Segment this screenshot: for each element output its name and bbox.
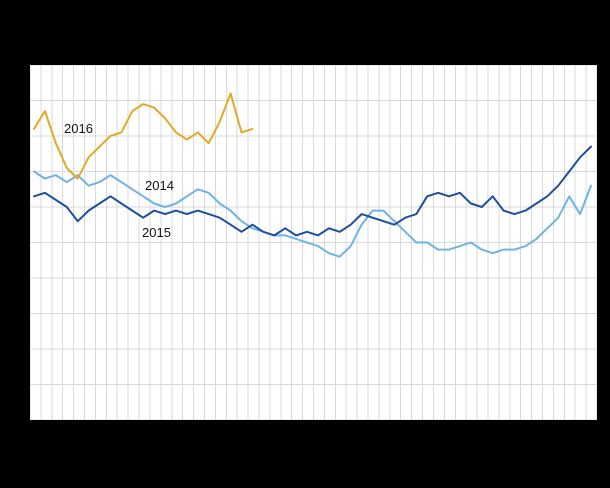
series-line-2016 (33, 92, 254, 180)
line-chart (30, 65, 597, 420)
series-label-2015: 2015 (142, 225, 171, 240)
series-line-2015 (33, 145, 592, 237)
series-label-2014: 2014 (145, 178, 174, 193)
series-line-2014 (33, 170, 592, 258)
plot-area: 2016 2014 2015 (30, 65, 597, 420)
series-label-2016: 2016 (64, 121, 93, 136)
